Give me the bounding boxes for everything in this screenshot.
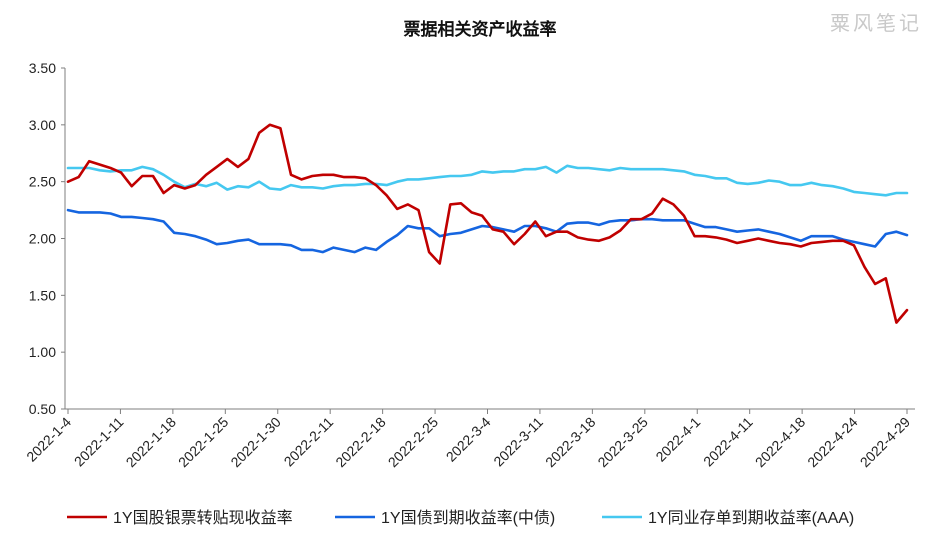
x-tick-label: 2022-3-25 xyxy=(594,414,651,471)
x-tick-label: 2022-4-11 xyxy=(700,414,756,470)
legend: 1Y国股银票转贴现收益率 1Y国债到期收益率(中债) 1Y同业存单到期收益率(AAA… xyxy=(67,509,854,527)
x-tick-label: 2022-1-30 xyxy=(227,414,284,471)
x-tick-label: 2022-4-1 xyxy=(652,414,703,465)
x-axis-ticks: 2022-1-42022-1-112022-1-182022-1-252022-… xyxy=(23,409,913,470)
y-tick-label: 3.00 xyxy=(29,117,56,133)
x-tick-label: 2022-4-29 xyxy=(857,414,914,471)
x-tick-label: 2022-1-25 xyxy=(175,414,232,471)
y-tick-label: 1.50 xyxy=(29,287,56,303)
x-tick-label: 2022-2-11 xyxy=(281,414,337,470)
chart-title: 票据相关资产收益率 xyxy=(404,19,557,40)
series-line-1 xyxy=(66,208,909,254)
x-tick-label: 2022-1-4 xyxy=(23,414,74,465)
series-lines xyxy=(66,123,909,324)
watermark: 粟风笔记 xyxy=(830,11,922,35)
legend-label-0: 1Y国股银票转贴现收益率 xyxy=(113,509,293,527)
x-tick-label: 2022-1-11 xyxy=(71,414,127,470)
x-tick-label: 2022-3-11 xyxy=(490,414,546,470)
x-tick-label: 2022-4-24 xyxy=(804,414,861,471)
y-tick-label: 2.00 xyxy=(29,231,56,247)
series-line-0 xyxy=(66,123,909,324)
x-tick-label: 2022-2-18 xyxy=(332,414,389,471)
x-tick-label: 2022-2-25 xyxy=(385,414,442,471)
series-line-2 xyxy=(66,164,909,197)
y-tick-label: 2.50 xyxy=(29,174,56,190)
legend-label-2: 1Y同业存单到期收益率(AAA) xyxy=(648,509,854,527)
y-tick-label: 3.50 xyxy=(29,60,56,76)
legend-label-1: 1Y国债到期收益率(中债) xyxy=(381,509,555,527)
y-tick-label: 0.50 xyxy=(29,401,56,417)
y-axis-ticks: 0.50 1.00 1.50 2.00 2.50 3.00 3.50 xyxy=(29,60,65,417)
x-tick-label: 2022-1-18 xyxy=(123,414,180,471)
x-tick-label: 2022-3-4 xyxy=(443,414,494,465)
x-tick-label: 2022-4-18 xyxy=(752,414,809,471)
x-tick-label: 2022-3-18 xyxy=(542,414,599,471)
y-tick-label: 1.00 xyxy=(29,344,56,360)
